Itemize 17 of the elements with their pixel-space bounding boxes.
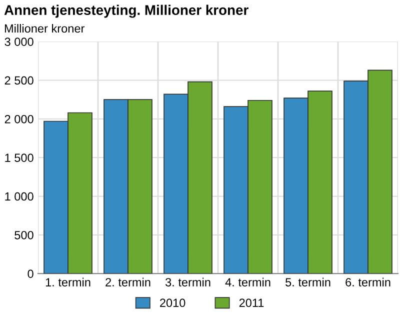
x-tick-label: 2. termin bbox=[106, 278, 150, 286]
x-tick-label: 1. termin bbox=[46, 278, 90, 286]
y-tick-label: 500 bbox=[14, 230, 34, 240]
legend-label: 2011 bbox=[239, 298, 264, 308]
chart-title: Annen tjenesteyting. Millioner kroner bbox=[4, 4, 248, 18]
y-tick-label: 2 000 bbox=[4, 114, 34, 124]
y-axis-title: Millioner kroner bbox=[4, 24, 84, 33]
x-tick-label: 6. termin bbox=[346, 278, 390, 286]
y-tick-label: 0 bbox=[28, 270, 34, 278]
legend-label: 2010 bbox=[160, 298, 186, 308]
y-tick-label: 1 500 bbox=[5, 154, 34, 162]
y-tick-label: 2 500 bbox=[4, 76, 34, 85]
x-tick-label: 5. termin bbox=[286, 278, 330, 286]
x-tick-label: 3. termin bbox=[165, 278, 210, 286]
y-tick-label: 3 000 bbox=[4, 38, 34, 46]
y-tick-label: 1 000 bbox=[5, 192, 34, 201]
x-tick-label: 4. termin bbox=[225, 278, 270, 286]
